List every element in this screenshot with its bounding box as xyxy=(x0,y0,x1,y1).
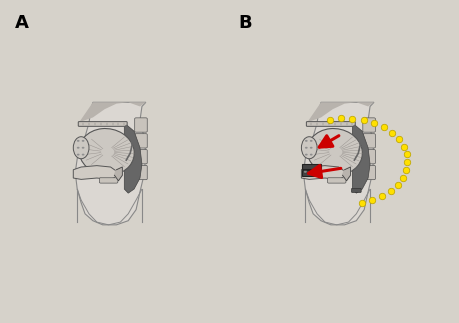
Circle shape xyxy=(305,140,308,142)
Circle shape xyxy=(82,154,84,156)
Point xyxy=(337,116,345,121)
Polygon shape xyxy=(353,123,370,193)
Polygon shape xyxy=(124,123,142,193)
FancyBboxPatch shape xyxy=(352,188,361,193)
Polygon shape xyxy=(342,167,350,181)
FancyBboxPatch shape xyxy=(363,150,375,164)
Circle shape xyxy=(303,171,307,173)
Circle shape xyxy=(310,147,313,149)
Point xyxy=(388,130,396,135)
Point xyxy=(395,137,403,142)
FancyBboxPatch shape xyxy=(363,165,375,180)
Ellipse shape xyxy=(302,137,317,159)
Circle shape xyxy=(77,147,79,149)
Circle shape xyxy=(77,154,79,156)
Circle shape xyxy=(82,140,84,142)
Text: A: A xyxy=(15,14,29,32)
Point xyxy=(403,168,410,173)
Polygon shape xyxy=(307,102,374,122)
Point xyxy=(403,151,410,157)
FancyBboxPatch shape xyxy=(78,122,127,126)
Point xyxy=(360,118,367,123)
Polygon shape xyxy=(303,102,374,225)
FancyBboxPatch shape xyxy=(363,118,375,132)
Point xyxy=(379,194,386,199)
Circle shape xyxy=(305,147,308,149)
FancyBboxPatch shape xyxy=(306,122,355,126)
Text: B: B xyxy=(239,14,252,32)
FancyBboxPatch shape xyxy=(302,164,321,169)
Polygon shape xyxy=(302,166,345,179)
Point xyxy=(370,120,378,126)
Point xyxy=(380,125,387,130)
Point xyxy=(369,198,376,203)
Polygon shape xyxy=(75,102,146,225)
Point xyxy=(349,116,356,121)
Polygon shape xyxy=(114,167,123,181)
FancyBboxPatch shape xyxy=(363,134,375,148)
Point xyxy=(400,144,407,149)
Polygon shape xyxy=(79,102,146,122)
Polygon shape xyxy=(73,166,117,179)
Circle shape xyxy=(305,154,308,156)
FancyBboxPatch shape xyxy=(302,171,321,176)
Circle shape xyxy=(82,147,84,149)
FancyBboxPatch shape xyxy=(134,134,147,148)
Point xyxy=(404,160,411,165)
FancyBboxPatch shape xyxy=(134,165,147,180)
Circle shape xyxy=(77,140,79,142)
Point xyxy=(358,201,365,206)
Point xyxy=(326,117,334,122)
Ellipse shape xyxy=(79,129,134,175)
Point xyxy=(394,182,401,187)
FancyBboxPatch shape xyxy=(100,178,118,183)
Circle shape xyxy=(310,154,313,156)
Point xyxy=(387,189,394,194)
Ellipse shape xyxy=(73,137,89,159)
FancyBboxPatch shape xyxy=(134,150,147,164)
FancyBboxPatch shape xyxy=(328,178,346,183)
Circle shape xyxy=(310,140,313,142)
FancyBboxPatch shape xyxy=(134,118,147,132)
Point xyxy=(399,175,407,180)
Ellipse shape xyxy=(307,129,362,175)
